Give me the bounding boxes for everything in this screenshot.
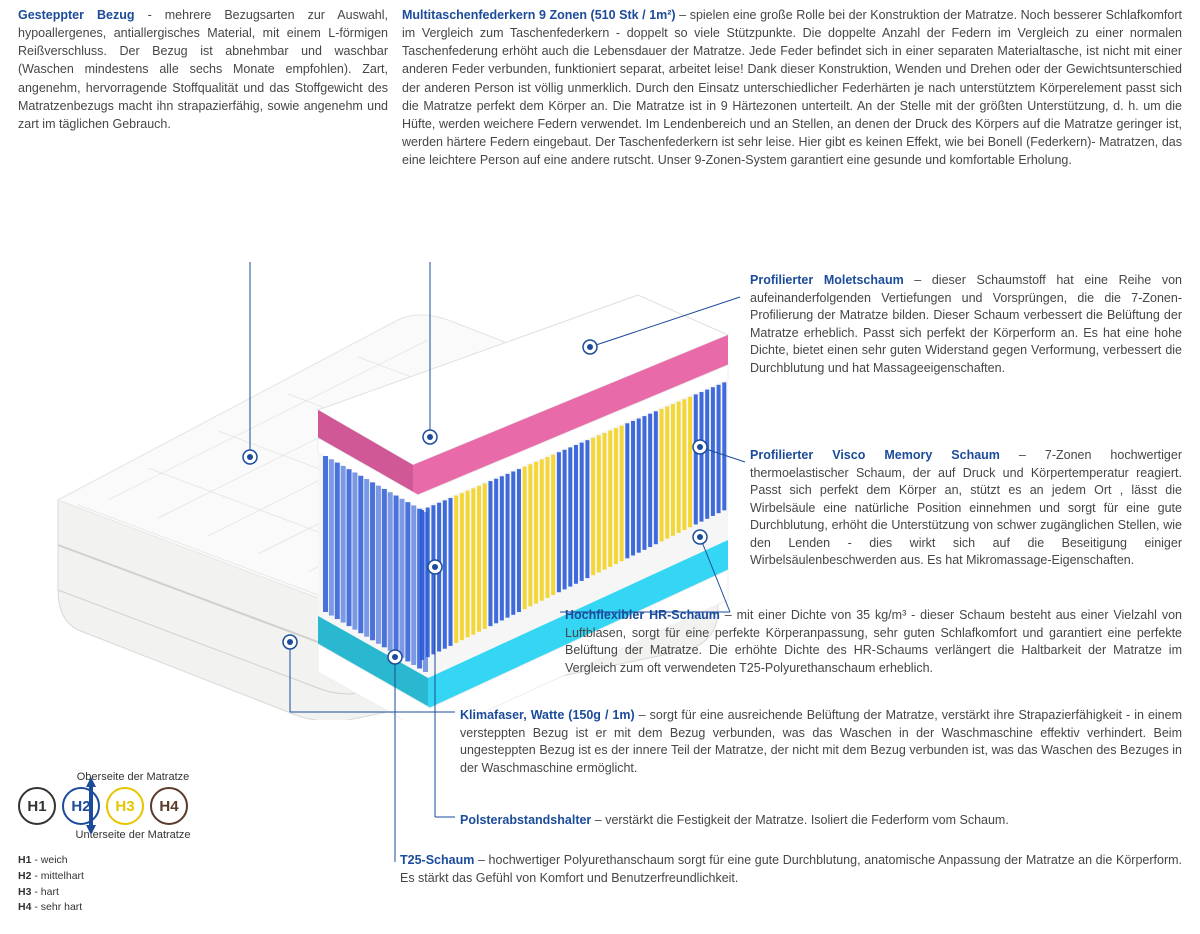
- hardness-circle: H3: [106, 787, 144, 825]
- hardness-circle: H1: [18, 787, 56, 825]
- legend-list: H1 - weichH2 - mittelhartH3 - hartH4 - s…: [18, 853, 248, 916]
- callout-klima: Klimafaser, Watte (150g / 1m) – sorgt fü…: [460, 707, 1182, 777]
- legend-item: H1 - weich: [18, 853, 248, 869]
- springs-title: Multitaschenfederkern 9 Zonen (510 Stk /…: [402, 8, 676, 22]
- springs-text: – spielen eine große Rolle bei der Konst…: [402, 8, 1182, 167]
- hardness-circles: H1H2H3H4: [18, 787, 248, 825]
- legend-item: H4 - sehr hart: [18, 900, 248, 916]
- hardness-legend: Oberseite der Matratze H1H2H3H4 Untersei…: [18, 771, 248, 916]
- callout-visco: Profilierter Visco Memory Schaum – 7-Zon…: [750, 447, 1182, 570]
- legend-item: H2 - mittelhart: [18, 869, 248, 885]
- cover-title: Gesteppter Bezug: [18, 8, 135, 22]
- legend-top-label: Oberseite der Matratze: [18, 771, 248, 783]
- callout-t25: T25-Schaum – hochwertiger Polyurethansch…: [400, 852, 1182, 887]
- legend-item: H3 - hart: [18, 885, 248, 901]
- springs-description: Multitaschenfederkern 9 Zonen (510 Stk /…: [402, 6, 1182, 169]
- callout-polster: Polsterabstandshalter – verstärkt die Fe…: [460, 812, 1182, 830]
- arrow-up-down-icon: [84, 777, 98, 835]
- callout-molet: Profilierter Moletschaum – dieser Schaum…: [750, 272, 1182, 377]
- cover-text: - mehrere Bezugsarten zur Auswahl, hypoa…: [18, 8, 388, 131]
- hardness-circle: H4: [150, 787, 188, 825]
- callout-hr: Hochflexibler HR-Schaum – mit einer Dich…: [565, 607, 1182, 677]
- cover-description: Gesteppter Bezug - mehrere Bezugsarten z…: [18, 6, 388, 169]
- legend-bottom-label: Unterseite der Matratze: [18, 829, 248, 841]
- top-text-row: Gesteppter Bezug - mehrere Bezugsarten z…: [18, 6, 1182, 169]
